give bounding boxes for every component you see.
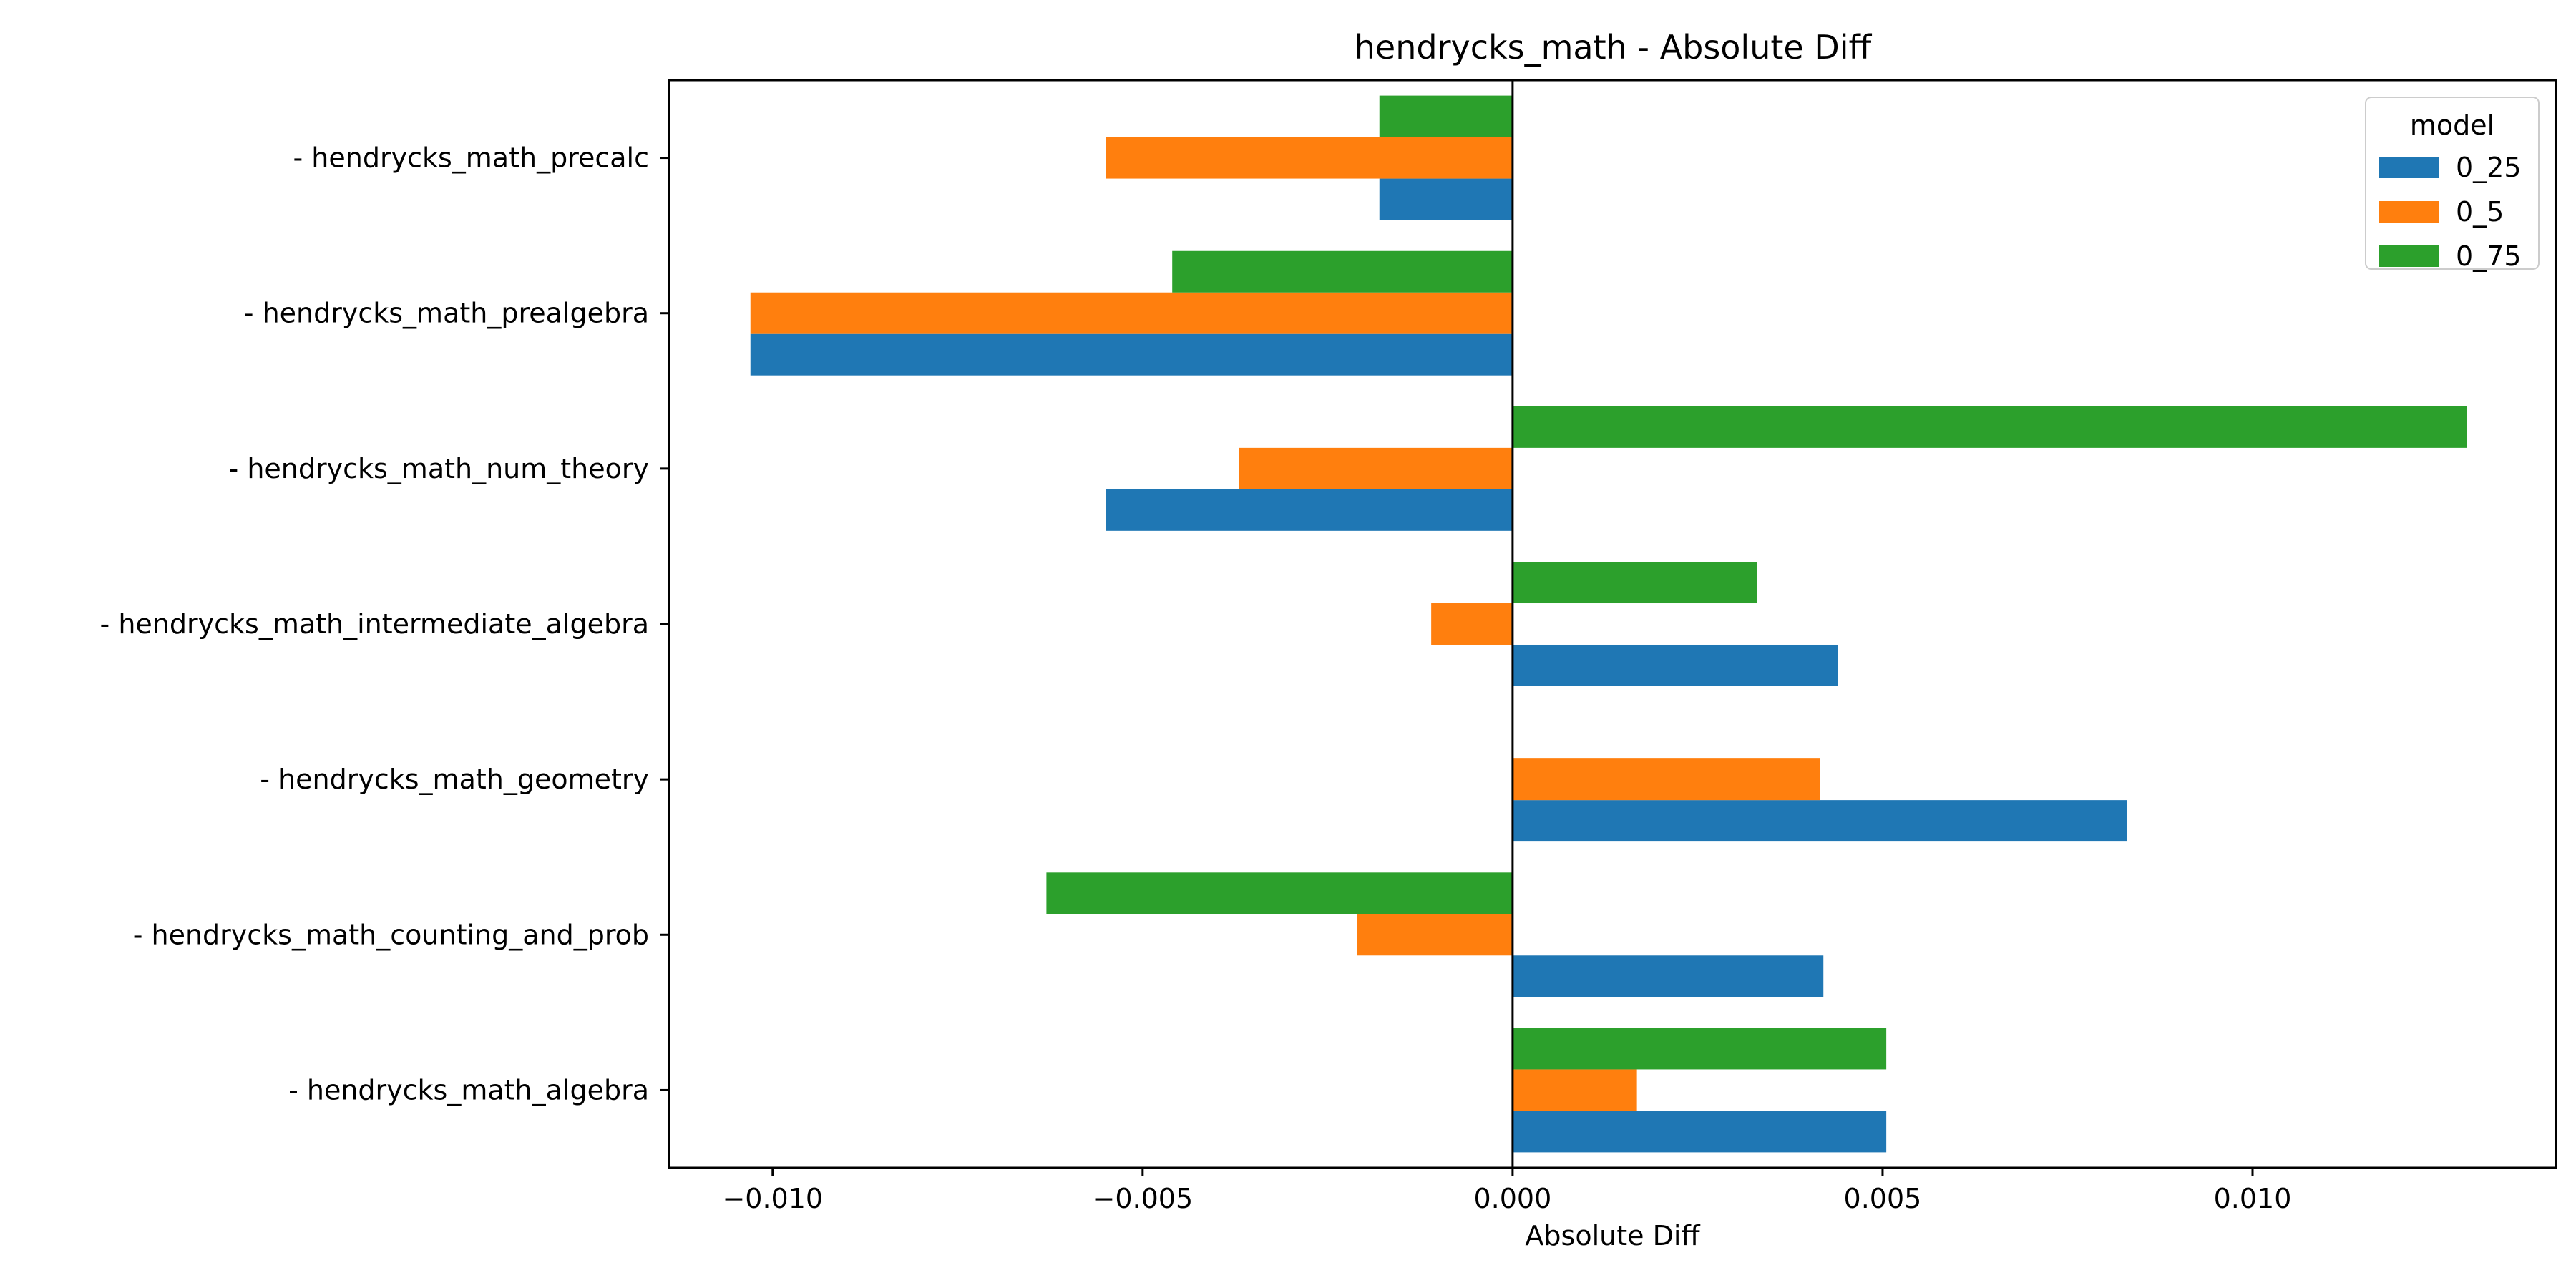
y-tick-label: - hendrycks_math_intermediate_algebra xyxy=(100,608,649,640)
bar-0_75-0 xyxy=(1512,1028,1887,1070)
bar-0_5-5 xyxy=(750,292,1513,334)
legend-swatch-0_5 xyxy=(2379,201,2439,223)
y-tick-label: - hendrycks_math_algebra xyxy=(288,1074,649,1106)
x-tick-label: 0.005 xyxy=(1844,1183,1922,1214)
bar-0_25-3 xyxy=(1512,644,1838,686)
legend-label-0_75: 0_75 xyxy=(2456,240,2522,272)
x-tick-label: −0.010 xyxy=(722,1183,823,1214)
legend-box xyxy=(2365,97,2540,270)
legend-swatch-0_75 xyxy=(2379,245,2439,267)
bar-0_5-1 xyxy=(1357,914,1513,956)
bar-0_75-1 xyxy=(1046,872,1513,914)
legend: model 0_25 0_5 0_75 xyxy=(2365,97,2540,272)
legend-title: model xyxy=(2410,109,2494,141)
y-tick-label: - hendrycks_math_precalc xyxy=(293,142,649,174)
bar-0_5-3 xyxy=(1431,603,1513,645)
y-tick-label: - hendrycks_math_num_theory xyxy=(229,453,649,484)
legend-swatch-0_25 xyxy=(2379,157,2439,178)
bar-0_5-0 xyxy=(1512,1069,1637,1111)
bar-0_5-4 xyxy=(1239,447,1513,489)
x-axis: −0.010 −0.005 0.000 0.005 0.010 xyxy=(722,1168,2291,1214)
x-tick-label: 0.000 xyxy=(1473,1183,1551,1214)
bar-0_5-2 xyxy=(1512,758,1820,801)
bar-0_25-1 xyxy=(1512,955,1824,997)
y-tick-label: - hendrycks_math_counting_and_prob xyxy=(133,919,649,950)
x-axis-label: Absolute Diff xyxy=(1525,1220,1700,1252)
legend-label-0_25: 0_25 xyxy=(2456,152,2522,183)
bars-group xyxy=(750,95,2467,1153)
bar-0_25-6 xyxy=(1379,178,1513,220)
y-tick-label: - hendrycks_math_prealgebra xyxy=(244,298,649,329)
bar-0_75-5 xyxy=(1172,250,1513,293)
y-tick-label: - hendrycks_math_geometry xyxy=(260,763,649,795)
x-tick-label: −0.005 xyxy=(1093,1183,1194,1214)
legend-label-0_5: 0_5 xyxy=(2456,196,2504,228)
bar-0_25-2 xyxy=(1512,800,2127,842)
chart-title: hendrycks_math - Absolute Diff xyxy=(1355,28,1873,67)
bar-0_5-6 xyxy=(1106,137,1513,179)
bar-0_75-3 xyxy=(1512,562,1757,604)
y-axis: - hendrycks_math_algebra - hendrycks_math… xyxy=(100,142,669,1106)
bar-0_25-4 xyxy=(1106,489,1513,531)
bar-0_25-0 xyxy=(1512,1111,1887,1153)
bar-0_75-4 xyxy=(1512,406,2467,448)
x-tick-label: 0.010 xyxy=(2214,1183,2292,1214)
bar-0_75-6 xyxy=(1379,95,1513,137)
bar-0_25-5 xyxy=(750,333,1513,376)
